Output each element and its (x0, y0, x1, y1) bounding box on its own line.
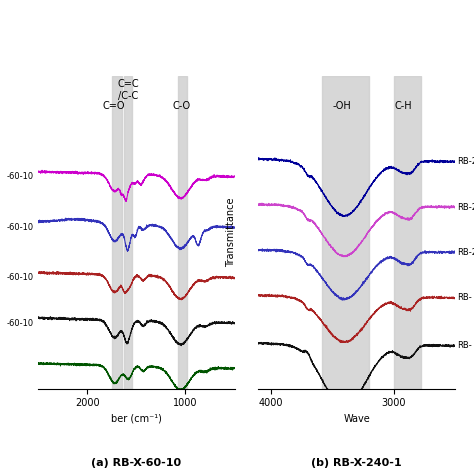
X-axis label: Wave: Wave (343, 414, 370, 424)
Text: RB-: RB- (457, 341, 472, 350)
Text: C-H: C-H (394, 101, 412, 111)
Text: -60-10: -60-10 (7, 172, 34, 181)
Text: C=O: C=O (102, 101, 125, 111)
Bar (124, 76, 132, 389)
Bar (322, 76, 369, 389)
Text: C-O: C-O (173, 101, 191, 111)
Text: RB-2: RB-2 (457, 157, 474, 166)
Text: (a) RB-X-60-10: (a) RB-X-60-10 (91, 457, 182, 467)
Text: -OH: -OH (333, 101, 351, 111)
Text: RB-2: RB-2 (457, 202, 474, 211)
Text: -60-10: -60-10 (7, 273, 34, 282)
Text: -60-10: -60-10 (7, 319, 34, 328)
Text: -60-10: -60-10 (7, 223, 34, 232)
Bar (112, 76, 121, 389)
Text: (b) RB-X-240-1: (b) RB-X-240-1 (311, 457, 402, 467)
Text: RB-2: RB-2 (457, 248, 474, 257)
X-axis label: ber (cm⁻¹): ber (cm⁻¹) (111, 414, 162, 424)
Bar (178, 76, 187, 389)
Text: RB-: RB- (457, 293, 472, 302)
Bar (393, 76, 420, 389)
Text: C=C
/C-C: C=C /C-C (118, 80, 139, 101)
Text: Transmittance: Transmittance (226, 198, 236, 267)
